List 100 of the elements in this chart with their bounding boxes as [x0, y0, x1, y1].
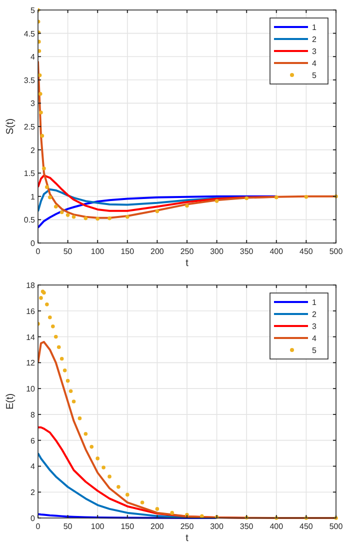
x-tick-label: 300: [210, 247, 224, 256]
point: [102, 466, 106, 470]
point: [155, 209, 160, 214]
legend-label: 2: [312, 310, 317, 319]
point: [78, 416, 82, 420]
y-tick-label: 4.5: [24, 29, 36, 38]
point: [155, 507, 160, 511]
x-tick-label: 200: [150, 522, 164, 531]
point: [84, 432, 88, 436]
point: [126, 492, 130, 497]
point: [42, 166, 46, 170]
point: [68, 389, 73, 394]
legend-label: 1: [312, 23, 317, 32]
legend-label: 4: [312, 59, 317, 68]
y-tick-label: 18: [26, 281, 36, 290]
x-axis-title: t: [186, 533, 189, 544]
y-tick-label: 3.5: [24, 76, 36, 85]
point: [38, 49, 42, 53]
point: [60, 356, 64, 361]
y-tick-label: 8: [30, 410, 36, 420]
y-tick-label: 6: [30, 436, 36, 446]
point: [274, 195, 278, 200]
x-tick-label: 150: [120, 522, 135, 531]
legend-label: 3: [312, 322, 317, 331]
y-tick-label: 2.5: [24, 122, 36, 132]
x-tick-label: 400: [270, 522, 284, 531]
point: [39, 296, 43, 300]
y-tick-label: 14: [26, 332, 36, 342]
x-tick-label: 150: [120, 247, 135, 256]
point: [200, 514, 204, 518]
point: [72, 400, 76, 404]
point: [39, 110, 43, 114]
legend-label: 1: [312, 298, 317, 307]
point: [116, 485, 120, 489]
y-tick-label: 2: [30, 488, 36, 498]
point: [56, 345, 61, 350]
x-tick-label: 400: [270, 247, 284, 256]
x-tick-label: 100: [90, 247, 105, 256]
y-tick-label: 3: [30, 99, 36, 108]
point: [72, 215, 76, 219]
y-axis-title: S(t): [5, 118, 16, 135]
x-tick-label: 350: [240, 522, 254, 531]
line-series: [38, 340, 337, 519]
x-tick-label: 50: [63, 522, 73, 531]
point: [62, 368, 67, 372]
x-tick-label: 450: [300, 522, 314, 531]
legend-label: 5: [312, 71, 317, 80]
point: [244, 196, 248, 200]
point: [38, 92, 42, 96]
point: [38, 73, 42, 78]
y-axis-title: E(t): [5, 393, 16, 410]
y-tick-label: 16: [26, 306, 36, 316]
x-tick-label: 250: [180, 522, 194, 531]
legend-label: 4: [312, 334, 317, 343]
point: [66, 378, 70, 383]
y-tick-label: 4: [30, 462, 36, 472]
point: [45, 185, 49, 189]
legend-label: 5: [312, 346, 317, 355]
point: [84, 216, 88, 220]
y-tick-label: 5: [30, 6, 36, 15]
point: [54, 204, 58, 209]
x-tick-label: 450: [300, 247, 314, 256]
x-axis-title: t: [186, 258, 189, 269]
point: [170, 510, 174, 515]
point: [140, 500, 144, 504]
point: [185, 204, 189, 208]
point: [48, 195, 52, 200]
point: [108, 474, 112, 478]
point: [96, 216, 100, 221]
x-tick-label: 500: [329, 522, 344, 531]
y-tick-label: 1: [30, 192, 36, 202]
point: [108, 216, 112, 220]
point: [51, 324, 55, 328]
point: [126, 215, 130, 219]
x-tick-label: 200: [150, 247, 164, 256]
legend-label: 3: [312, 47, 317, 56]
y-tick-label: 2: [30, 146, 36, 155]
point: [96, 456, 100, 460]
point: [60, 210, 64, 214]
legend-label: 2: [312, 35, 317, 44]
point: [45, 302, 49, 306]
y-tick-label: 10: [26, 384, 36, 394]
point: [214, 199, 219, 203]
y-tick-label: 0: [30, 514, 36, 523]
x-tick-label: 500: [329, 247, 344, 256]
y-tick-label: 1.5: [24, 169, 36, 178]
point: [90, 444, 94, 449]
point: [48, 315, 52, 320]
point: [54, 334, 58, 339]
x-tick-label: 300: [210, 522, 224, 531]
x-tick-label: 100: [90, 522, 105, 531]
y-tick-label: 0: [30, 239, 36, 248]
point: [66, 213, 70, 217]
y-tick-label: 4: [30, 52, 36, 62]
y-tick-label: 12: [26, 358, 36, 368]
x-tick-label: 50: [63, 247, 73, 256]
y-tick-label: 0.5: [24, 216, 36, 225]
x-tick-label: 350: [240, 247, 254, 256]
point: [40, 134, 44, 138]
point: [304, 194, 308, 199]
